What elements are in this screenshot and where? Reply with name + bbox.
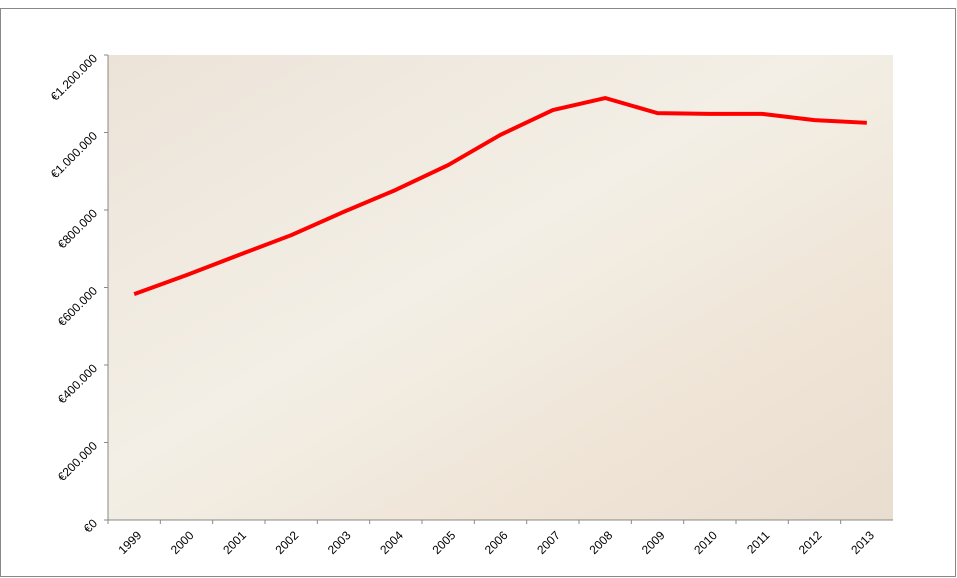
background-photo xyxy=(108,55,893,520)
line-series xyxy=(133,96,867,296)
